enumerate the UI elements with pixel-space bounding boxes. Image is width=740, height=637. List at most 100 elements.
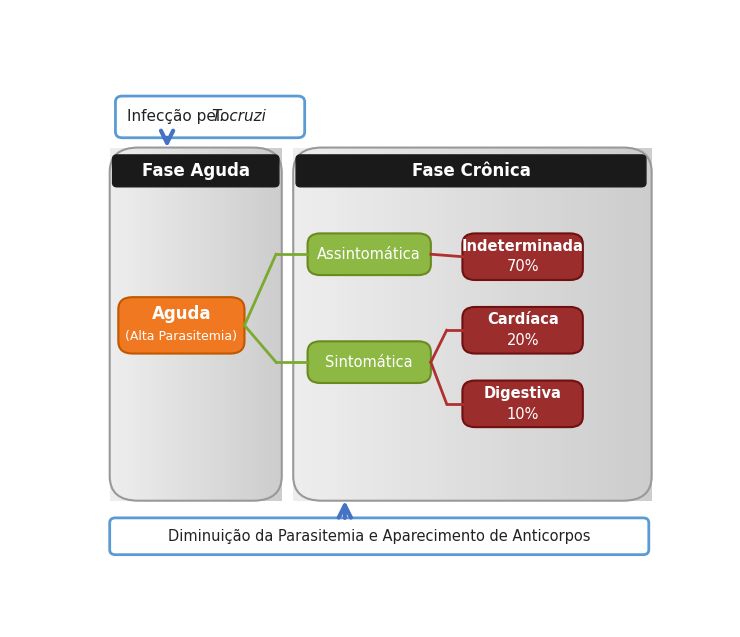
Text: Cardíaca: Cardíaca <box>487 313 559 327</box>
Bar <box>445 148 455 501</box>
Bar <box>239 148 243 501</box>
Bar <box>526 148 536 501</box>
Bar <box>625 148 634 501</box>
FancyBboxPatch shape <box>462 307 583 354</box>
Bar <box>118 148 123 501</box>
Bar <box>195 148 201 501</box>
Text: 20%: 20% <box>506 333 539 348</box>
Bar <box>338 148 348 501</box>
Bar <box>157 148 162 501</box>
Bar <box>243 148 248 501</box>
Bar <box>491 148 500 501</box>
Bar <box>320 148 329 501</box>
Text: Digestiva: Digestiva <box>484 386 562 401</box>
Text: 10%: 10% <box>506 406 539 422</box>
Bar <box>508 148 518 501</box>
Text: Fase Aguda: Fase Aguda <box>142 162 249 180</box>
Bar <box>278 148 283 501</box>
Bar <box>347 148 357 501</box>
Bar <box>235 148 239 501</box>
Bar <box>204 148 209 501</box>
FancyBboxPatch shape <box>462 380 583 427</box>
Bar <box>256 148 260 501</box>
FancyBboxPatch shape <box>112 155 279 187</box>
Bar <box>269 148 274 501</box>
Bar <box>517 148 527 501</box>
Bar <box>161 148 166 501</box>
Bar <box>152 148 158 501</box>
Bar <box>230 148 235 501</box>
Text: Diminuição da Parasitemia e Aparecimento de Anticorpos: Diminuição da Parasitemia e Aparecimento… <box>168 529 591 544</box>
Bar <box>437 148 446 501</box>
Bar <box>192 148 196 501</box>
Bar <box>607 148 616 501</box>
Bar <box>183 148 188 501</box>
Bar <box>252 148 257 501</box>
Text: Fase Crônica: Fase Crônica <box>411 162 531 180</box>
Bar <box>482 148 491 501</box>
Bar <box>329 148 339 501</box>
Text: (Alta Parasitemia): (Alta Parasitemia) <box>125 330 238 343</box>
Bar <box>127 148 132 501</box>
Bar <box>383 148 392 501</box>
Bar <box>365 148 374 501</box>
Bar <box>226 148 231 501</box>
Text: T. cruzi: T. cruzi <box>212 110 266 124</box>
Bar <box>643 148 652 501</box>
Text: Aguda: Aguda <box>152 305 211 323</box>
Bar <box>472 148 482 501</box>
Bar <box>273 148 278 501</box>
Bar <box>562 148 571 501</box>
Bar <box>140 148 145 501</box>
Bar <box>374 148 383 501</box>
Bar <box>218 148 222 501</box>
Bar <box>135 148 141 501</box>
FancyBboxPatch shape <box>308 341 431 383</box>
Text: Assintomática: Assintomática <box>317 247 421 262</box>
Bar <box>209 148 214 501</box>
Bar <box>123 148 127 501</box>
Bar <box>149 148 153 501</box>
Bar <box>260 148 265 501</box>
Bar <box>170 148 175 501</box>
Bar <box>571 148 581 501</box>
Bar <box>144 148 149 501</box>
FancyBboxPatch shape <box>110 518 649 555</box>
Bar <box>174 148 179 501</box>
Bar <box>500 148 509 501</box>
Bar <box>247 148 252 501</box>
Text: 70%: 70% <box>506 259 539 275</box>
FancyBboxPatch shape <box>462 233 583 280</box>
Bar <box>589 148 599 501</box>
Bar <box>428 148 437 501</box>
Bar <box>419 148 428 501</box>
Bar <box>553 148 562 501</box>
Bar <box>293 148 303 501</box>
Bar <box>391 148 401 501</box>
Bar <box>580 148 590 501</box>
Bar <box>187 148 192 501</box>
Bar <box>178 148 184 501</box>
Bar <box>454 148 464 501</box>
Bar <box>200 148 205 501</box>
Bar <box>311 148 320 501</box>
Bar <box>410 148 420 501</box>
Bar <box>616 148 625 501</box>
Bar <box>401 148 410 501</box>
FancyBboxPatch shape <box>296 155 646 187</box>
FancyBboxPatch shape <box>118 297 244 354</box>
Bar <box>463 148 473 501</box>
Bar <box>265 148 269 501</box>
Bar <box>221 148 226 501</box>
Bar <box>633 148 643 501</box>
Bar <box>356 148 366 501</box>
Bar <box>166 148 170 501</box>
Bar <box>535 148 545 501</box>
Text: Infecção pelo: Infecção pelo <box>127 110 235 124</box>
Bar <box>213 148 218 501</box>
FancyBboxPatch shape <box>308 233 431 275</box>
FancyBboxPatch shape <box>115 96 305 138</box>
Bar <box>302 148 312 501</box>
Bar <box>114 148 119 501</box>
Bar <box>110 148 115 501</box>
